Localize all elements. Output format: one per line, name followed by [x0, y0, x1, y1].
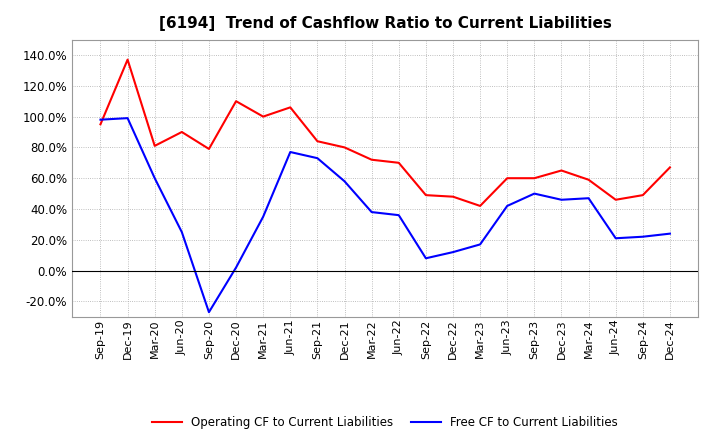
Operating CF to Current Liabilities: [665, 165, 674, 170]
Free CF to Current Liabilities: [150, 176, 159, 181]
Free CF to Current Liabilities: [178, 230, 186, 235]
Free CF to Current Liabilities: [204, 310, 213, 315]
Operating CF to Current Liabilities: [421, 192, 430, 198]
Free CF to Current Liabilities: [395, 213, 403, 218]
Operating CF to Current Liabilities: [259, 114, 268, 119]
Operating CF to Current Liabilities: [639, 192, 647, 198]
Operating CF to Current Liabilities: [286, 105, 294, 110]
Operating CF to Current Liabilities: [123, 57, 132, 62]
Operating CF to Current Liabilities: [503, 176, 511, 181]
Operating CF to Current Liabilities: [204, 146, 213, 151]
Operating CF to Current Liabilities: [476, 203, 485, 209]
Free CF to Current Liabilities: [449, 249, 457, 255]
Free CF to Current Liabilities: [530, 191, 539, 196]
Operating CF to Current Liabilities: [313, 139, 322, 144]
Free CF to Current Liabilities: [557, 197, 566, 202]
Free CF to Current Liabilities: [96, 117, 105, 122]
Title: [6194]  Trend of Cashflow Ratio to Current Liabilities: [6194] Trend of Cashflow Ratio to Curren…: [159, 16, 611, 32]
Operating CF to Current Liabilities: [557, 168, 566, 173]
Free CF to Current Liabilities: [639, 234, 647, 239]
Operating CF to Current Liabilities: [395, 160, 403, 165]
Free CF to Current Liabilities: [476, 242, 485, 247]
Operating CF to Current Liabilities: [150, 143, 159, 148]
Line: Operating CF to Current Liabilities: Operating CF to Current Liabilities: [101, 59, 670, 206]
Line: Free CF to Current Liabilities: Free CF to Current Liabilities: [101, 118, 670, 312]
Free CF to Current Liabilities: [665, 231, 674, 236]
Free CF to Current Liabilities: [123, 115, 132, 121]
Free CF to Current Liabilities: [421, 256, 430, 261]
Free CF to Current Liabilities: [313, 155, 322, 161]
Operating CF to Current Liabilities: [611, 197, 620, 202]
Operating CF to Current Liabilities: [584, 177, 593, 182]
Free CF to Current Liabilities: [232, 265, 240, 270]
Operating CF to Current Liabilities: [341, 145, 349, 150]
Legend: Operating CF to Current Liabilities, Free CF to Current Liabilities: Operating CF to Current Liabilities, Fre…: [148, 411, 623, 434]
Free CF to Current Liabilities: [341, 179, 349, 184]
Free CF to Current Liabilities: [611, 235, 620, 241]
Operating CF to Current Liabilities: [367, 157, 376, 162]
Operating CF to Current Liabilities: [449, 194, 457, 199]
Free CF to Current Liabilities: [367, 209, 376, 215]
Free CF to Current Liabilities: [286, 149, 294, 154]
Operating CF to Current Liabilities: [96, 121, 105, 127]
Operating CF to Current Liabilities: [530, 176, 539, 181]
Operating CF to Current Liabilities: [178, 129, 186, 135]
Free CF to Current Liabilities: [503, 203, 511, 209]
Operating CF to Current Liabilities: [232, 99, 240, 104]
Free CF to Current Liabilities: [259, 214, 268, 219]
Free CF to Current Liabilities: [584, 195, 593, 201]
